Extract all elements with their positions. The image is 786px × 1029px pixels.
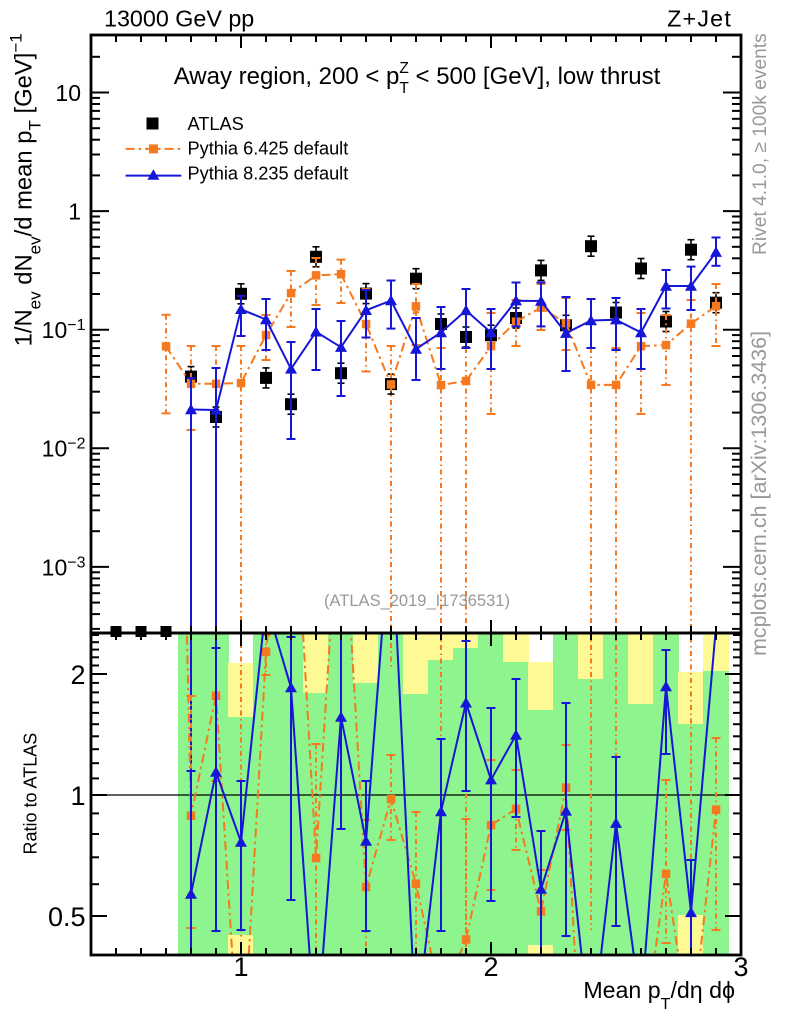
svg-text:Rivet 4.1.0, ≥ 100k events: Rivet 4.1.0, ≥ 100k events <box>750 33 771 255</box>
svg-text:10: 10 <box>55 80 81 106</box>
svg-text:2: 2 <box>70 660 85 690</box>
svg-text:3: 3 <box>733 952 748 982</box>
svg-text:(ATLAS_2019_I1736531): (ATLAS_2019_I1736531) <box>324 592 510 610</box>
svg-text:0.5: 0.5 <box>48 902 86 932</box>
svg-text:10−1: 10−1 <box>42 317 86 343</box>
svg-text:13000 GeV pp: 13000 GeV pp <box>104 6 254 32</box>
svg-text:mcplots.cern.ch [arXiv:1306.34: mcplots.cern.ch [arXiv:1306.3436] <box>747 331 771 656</box>
svg-text:Z+Jet: Z+Jet <box>667 6 732 32</box>
svg-text:Ratio to ATLAS: Ratio to ATLAS <box>21 733 41 855</box>
svg-text:Pythia 8.235 default: Pythia 8.235 default <box>188 164 349 184</box>
svg-text:1: 1 <box>70 781 85 811</box>
svg-text:1: 1 <box>233 952 248 982</box>
svg-text:2: 2 <box>483 952 498 982</box>
svg-text:1: 1 <box>68 199 81 225</box>
svg-text:Pythia 6.425 default: Pythia 6.425 default <box>188 138 349 158</box>
svg-text:ATLAS: ATLAS <box>188 114 244 134</box>
